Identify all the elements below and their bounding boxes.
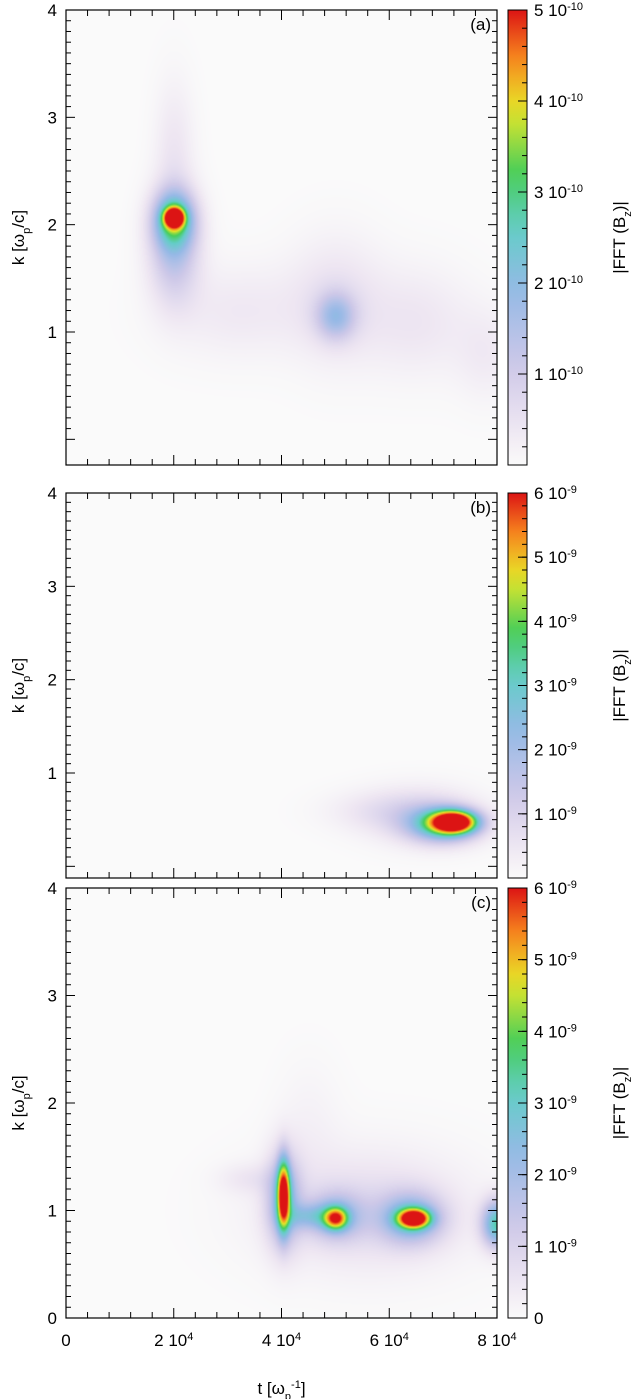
panel-label: (b) [470,498,491,517]
colorbar: 1 10-9 2 10-9 3 10-9 4 10-9 5 10-9 6 10-9 |FFT… [507,484,634,879]
colorbar-tick-label: 3 10-9 [534,1094,577,1113]
y-tick-label: 3 [48,108,57,127]
colorbar-tick-label: 4 10-10 [534,92,583,111]
x-tick-label: 0 [61,1331,70,1350]
y-tick-label: 1 [48,764,57,783]
y-axis-label: k [ωp/c] [9,1075,33,1130]
y-tick-label: 4 [48,1,57,20]
x-tick-label: 8 104 [477,1331,516,1350]
colorbar-label: |FFT (Bz)| [610,1067,634,1140]
x-tick-label: 4 104 [262,1331,301,1350]
colorbar-tick-label: 5 10-9 [534,951,577,970]
colorbar-label: |FFT (Bz)| [610,649,634,722]
panel-label: (c) [471,893,491,912]
colorbar-tick-label: 6 10-9 [534,879,577,898]
colorbar-tick-label: 4 10-9 [534,1022,577,1041]
colorbar-tick-label: 1 10-10 [534,365,583,384]
heatmap-image [66,493,497,878]
colorbar-tick-label: 5 10-9 [534,548,577,567]
panel-a: 1 2 3 4 (a) k [ωp/c] 1 10-10 2 10-10 3 10-10 4 10… [9,1,634,466]
colorbar-gradient [507,9,528,466]
heatmap-image [66,10,497,465]
y-tick-label: 2 [48,1094,57,1113]
colorbar-tick-label: 2 10-9 [534,741,577,760]
colorbar-tick-label: 4 10-9 [534,612,577,631]
x-tick-label: 6 104 [370,1331,409,1350]
y-tick-label: 0 [48,1309,57,1328]
y-axis-label: k [ωp/c] [9,658,33,713]
heatmap-image [66,888,497,1318]
colorbar-tick-label: 2 10-10 [534,274,583,293]
colorbar: 1 10-10 2 10-10 3 10-10 4 10-10 5 10-10 |FFT … [507,1,634,466]
panel-label: (a) [470,15,491,34]
colorbar-tick-label: 3 10-10 [534,183,583,202]
y-tick-label: 4 [48,879,57,898]
panel-c: 0 1 2 3 4 0 2 104 4 104 6 104 8 104 (c) k [ωp/c] t [… [9,879,634,1399]
colorbar-tick-label: 1 10-9 [534,805,577,824]
y-tick-label: 3 [48,577,57,596]
colorbar: 0 1 10-9 2 10-9 3 10-9 4 10-9 5 10-9 6 10-9 |FF… [507,879,634,1328]
y-tick-label: 3 [48,987,57,1006]
colorbar-tick-label: 6 10-9 [534,484,577,503]
y-tick-label: 4 [48,484,57,503]
colorbar-tick-label: 3 10-9 [534,677,577,696]
colorbar-tick-label: 0 [534,1309,543,1328]
y-tick-label: 2 [48,671,57,690]
y-tick-label: 2 [48,216,57,235]
colorbar-tick-label: 5 10-10 [534,1,583,20]
colorbar-tick-label: 2 10-9 [534,1166,577,1185]
colorbar-label: |FFT (Bz)| [610,201,634,274]
panel-b: 1 2 3 4 (b) k [ωp/c] 1 10-9 2 10-9 3 10-9 4 10-9 5… [9,484,634,879]
y-tick-label: 1 [48,323,57,342]
colorbar-tick-label: 1 10-9 [534,1237,577,1256]
y-tick-label: 1 [48,1202,57,1221]
x-axis-label: t [ωp-1] [257,1379,305,1399]
y-axis-label: k [ωp/c] [9,210,33,265]
x-tick-label: 2 104 [154,1331,193,1350]
